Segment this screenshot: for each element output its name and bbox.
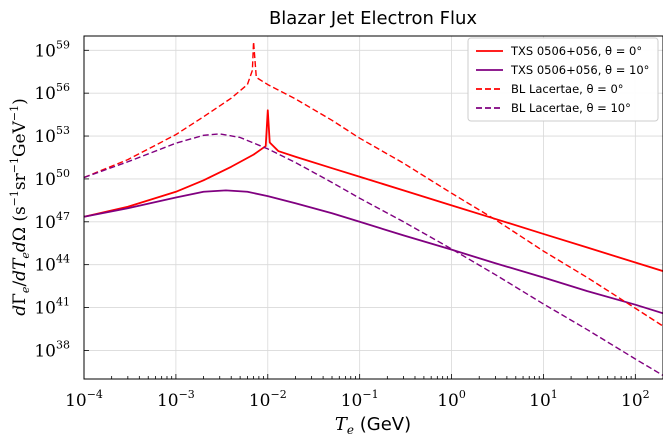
legend: TXS 0506+056, θ = 0° TXS 0506+056, θ = 10… (467, 37, 659, 122)
chart-title: Blazar Jet Electron Flux (269, 8, 477, 29)
x-tick-label: 10−3 (157, 388, 195, 411)
ticks (83, 49, 663, 379)
y-tick-label: 1050 (34, 167, 70, 190)
y-tick-label: 1053 (34, 124, 70, 147)
x-tick-labels: 10−4 10−3 10−2 10−1 100 101 102 (65, 388, 650, 411)
x-tick-label: 101 (529, 388, 558, 411)
y-tick-labels: 1038 1041 1044 1047 1050 1053 1056 1059 (34, 38, 70, 361)
x-tick-label: 10−4 (65, 388, 103, 411)
legend-label: TXS 0506+056, θ = 10° (510, 63, 649, 77)
legend-box (467, 37, 659, 122)
legend-entries: TXS 0506+056, θ = 0° TXS 0506+056, θ = 10… (476, 44, 649, 115)
legend-label: BL Lacertae, θ = 0° (511, 82, 624, 96)
legend-label: TXS 0506+056, θ = 0° (510, 44, 642, 58)
plot-frame (83, 35, 663, 380)
series-line-1 (84, 109, 663, 272)
series-layer (84, 41, 663, 377)
x-tick-label: 10−1 (341, 388, 379, 411)
series-line-2 (84, 189, 663, 315)
series-line-3 (84, 41, 663, 327)
y-tick-label: 1041 (34, 296, 70, 319)
series-line-4 (84, 133, 663, 377)
x-tick-label: 102 (621, 388, 650, 411)
y-tick-label: 1044 (34, 253, 70, 276)
y-tick-label: 1047 (34, 210, 70, 233)
y-tick-label: 1038 (34, 338, 70, 361)
x-tick-label: 10−2 (249, 388, 287, 411)
x-axis-label: Te (GeV) (335, 414, 411, 436)
y-tick-label: 1056 (34, 81, 70, 104)
y-axis-label: dΓe/dTedΩ (s−1sr−1GeV−1) (8, 98, 32, 316)
x-tick-label: 100 (437, 388, 466, 411)
legend-label: BL Lacertae, θ = 10° (511, 101, 631, 115)
y-tick-label: 1059 (34, 38, 70, 61)
